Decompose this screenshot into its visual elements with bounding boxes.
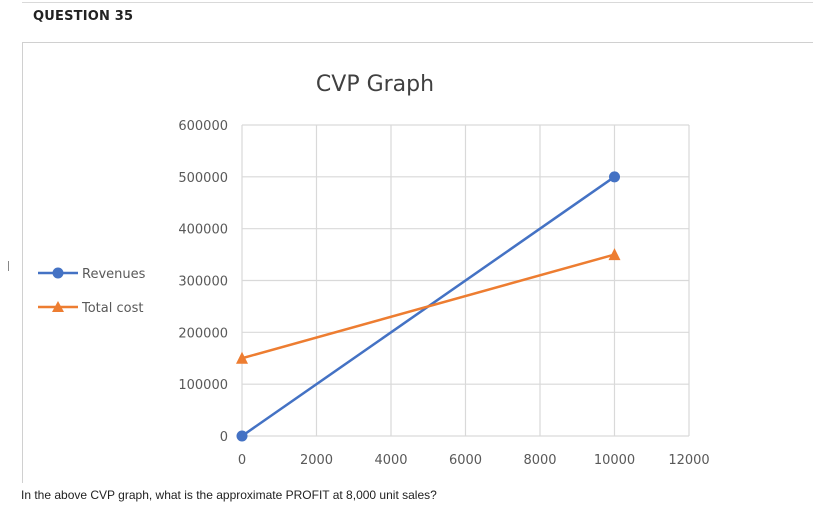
y-tick-label: 0	[220, 430, 228, 445]
data-point-total-cost	[608, 248, 621, 261]
legend-label: Total cost	[81, 301, 143, 316]
data-point-revenues	[236, 430, 248, 442]
data-point-total-cost	[236, 351, 248, 364]
legend-marker-circle	[52, 267, 64, 279]
x-tick-label: 4000	[374, 453, 407, 468]
question-title: QUESTION 35	[33, 9, 134, 24]
x-tick-label: 8000	[523, 453, 556, 468]
y-tick-label: 400000	[178, 223, 228, 238]
x-tick-label: 6000	[449, 453, 482, 468]
y-tick-label: 300000	[178, 275, 228, 290]
scroll-stub	[8, 261, 9, 271]
cvp-chart: 0 100000 200000 300000 400000 500000 600000 0 20…	[38, 72, 710, 468]
chart-title: CVP Graph	[316, 72, 434, 97]
y-tick-label: 100000	[178, 378, 228, 393]
chart-ticks: 0 100000 200000 300000 400000 500000 600000 0 20…	[178, 119, 709, 468]
legend-marker-triangle	[52, 301, 64, 312]
question-divider	[22, 42, 813, 43]
x-tick-label: 10000	[594, 453, 635, 468]
legend-label: Revenues	[82, 267, 146, 282]
chart-legend: Revenues Total cost	[38, 267, 146, 316]
top-divider	[22, 2, 813, 3]
question-text: In the above CVP graph, what is the appr…	[21, 488, 437, 502]
x-tick-label: 12000	[668, 453, 709, 468]
y-tick-label: 600000	[178, 119, 228, 134]
panel-border	[22, 43, 23, 483]
y-tick-label: 500000	[178, 171, 228, 186]
chart-series	[236, 171, 621, 442]
series-line-total-cost	[241, 253, 615, 360]
x-tick-label: 0	[238, 453, 246, 468]
data-point-revenues	[609, 171, 620, 183]
x-tick-label: 2000	[300, 453, 333, 468]
y-tick-label: 200000	[178, 326, 228, 341]
